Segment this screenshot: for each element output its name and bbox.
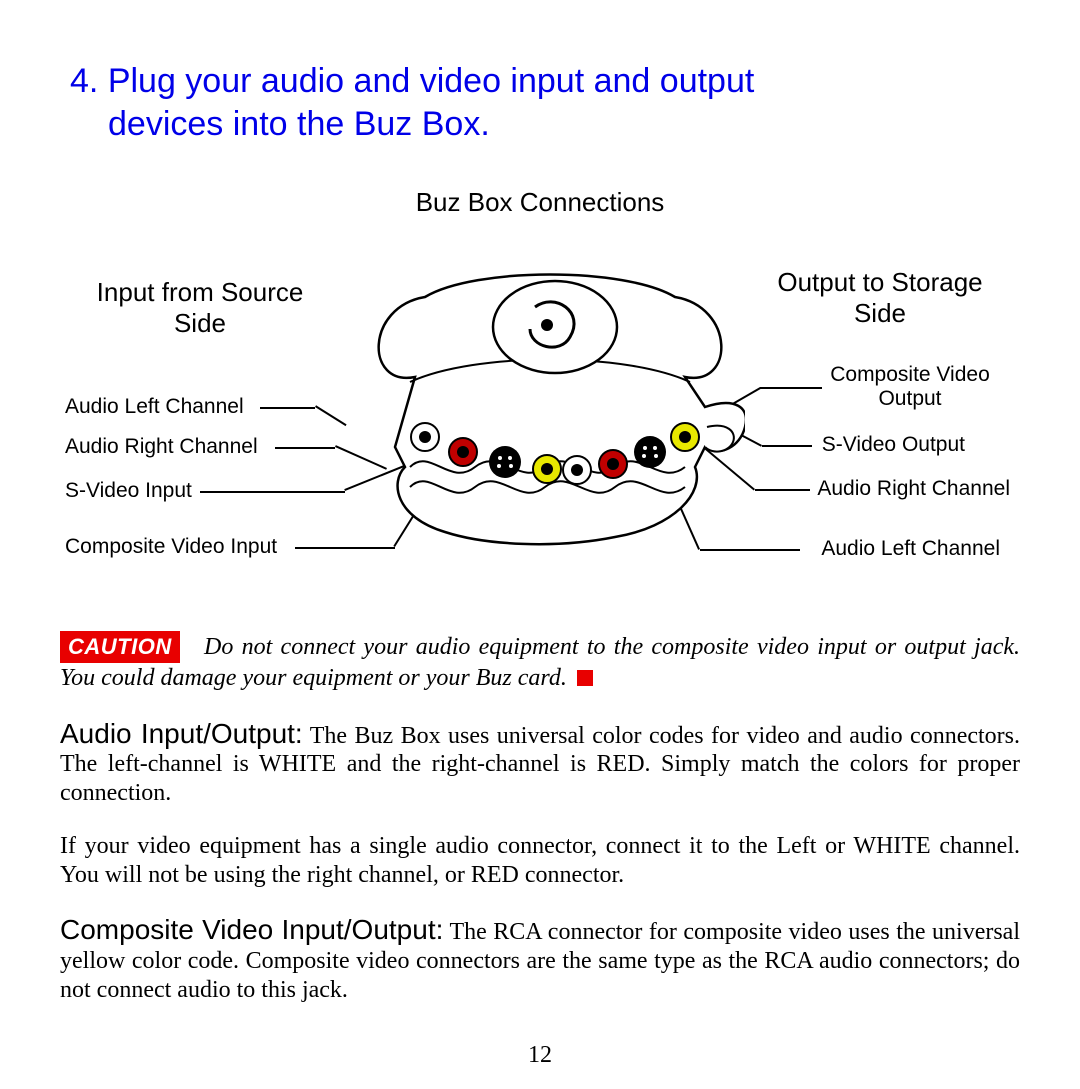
cable-nub: [705, 426, 734, 452]
leader-line: [762, 445, 812, 447]
diagram-title: Buz Box Connections: [60, 187, 1020, 218]
label-composite-in: Composite Video Input: [65, 535, 277, 559]
leader-line: [755, 489, 810, 491]
emblem-dot: [541, 319, 553, 331]
jack-svideo-in: [489, 446, 521, 478]
end-square-icon: [577, 670, 593, 686]
caution-paragraph: CAUTION Do not connect your audio equipm…: [60, 631, 1020, 693]
device-emblem: [493, 281, 617, 373]
jack-audio-left-out: [563, 456, 591, 484]
jack-composite-out: [671, 423, 699, 451]
step-title-line1: Plug your audio and video input and outp…: [108, 62, 755, 100]
jack-audio-right-out: [599, 450, 627, 478]
left-side-title: Input from Source Side: [70, 277, 330, 339]
diagram: Buz Box Connections Input from Source Si…: [60, 187, 1020, 607]
jack-audio-right-in: [449, 438, 477, 466]
label-audio-left-in: Audio Left Channel: [65, 395, 244, 419]
caution-text: Do not connect your audio equipment to t…: [60, 634, 1020, 691]
label-audio-right-out: Audio Right Channel: [817, 477, 1010, 501]
section-head-composite: Composite Video Input/Output:: [60, 914, 443, 945]
step-title-line2: devices into the Buz Box.: [70, 103, 1020, 146]
label-audio-right-in: Audio Right Channel: [65, 435, 258, 459]
body-text: CAUTION Do not connect your audio equipm…: [60, 631, 1020, 1005]
leader-line: [260, 407, 315, 409]
caution-badge: CAUTION: [60, 631, 180, 663]
page-number: 12: [0, 1042, 1080, 1069]
leader-line: [760, 387, 822, 389]
step-number: 4.: [70, 62, 98, 100]
document-page: 4. Plug your audio and video input and o…: [0, 0, 1080, 1089]
section-composite-io: Composite Video Input/Output: The RCA co…: [60, 913, 1020, 1004]
label-composite-out: Composite Video Output: [825, 363, 995, 411]
jack-composite-in: [533, 455, 561, 483]
label-svideo-out: S-Video Output: [822, 433, 965, 457]
label-audio-left-out: Audio Left Channel: [821, 537, 1000, 561]
right-side-title: Output to Storage Side: [760, 267, 1000, 329]
leader-line: [200, 491, 345, 493]
leader-line: [275, 447, 335, 449]
leader-line: [315, 406, 346, 426]
section-audio-io: Audio Input/Output: The Buz Box uses uni…: [60, 717, 1020, 808]
jack-svideo-out: [634, 436, 666, 468]
paragraph-single-connector: If your video equipment has a single aud…: [60, 832, 1020, 890]
jack-audio-left-in: [411, 423, 439, 451]
label-svideo-in: S-Video Input: [65, 479, 192, 503]
step-heading: 4. Plug your audio and video input and o…: [70, 60, 1020, 145]
buz-box-illustration: [355, 257, 745, 567]
section-head-audio: Audio Input/Output:: [60, 718, 303, 749]
